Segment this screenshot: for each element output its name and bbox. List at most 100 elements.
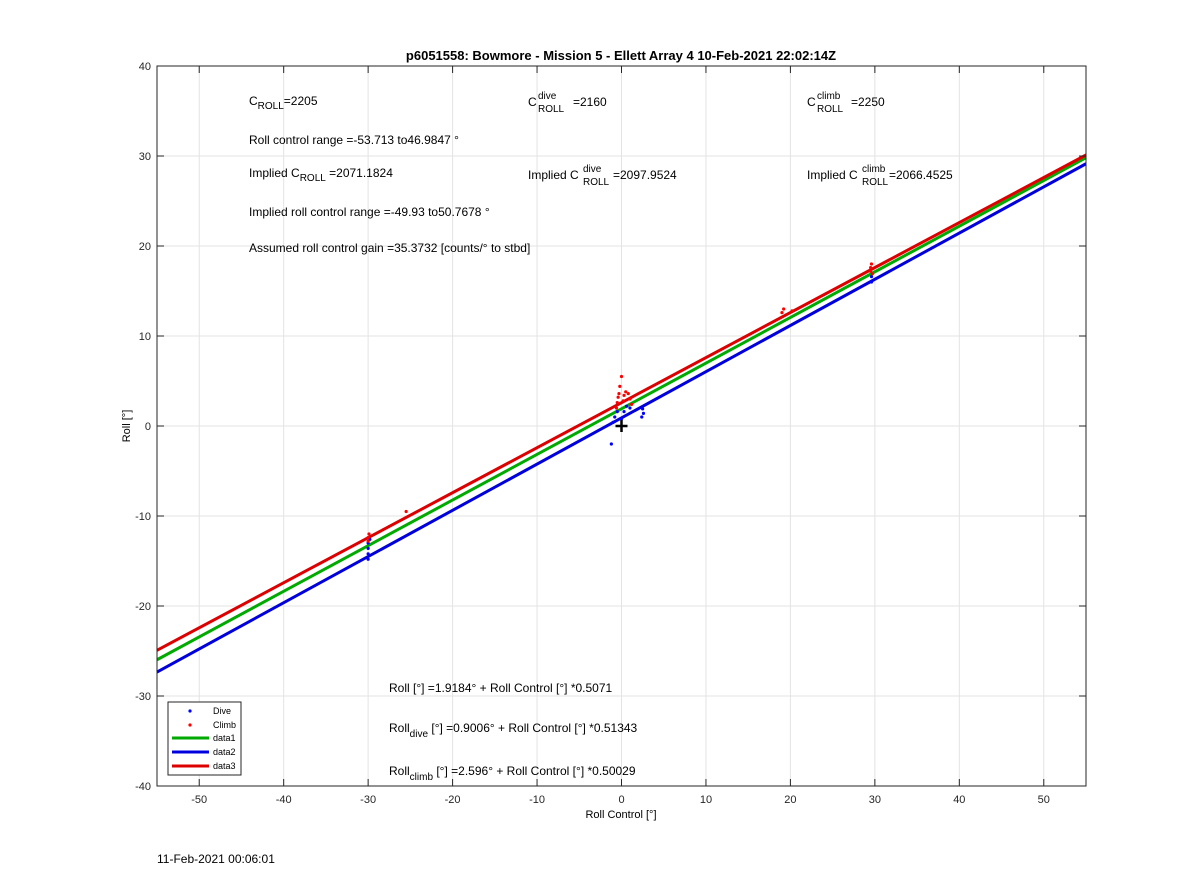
- data-point-climb: [621, 399, 625, 403]
- origin-marker: [615, 420, 628, 432]
- x-tick-label: 20: [784, 794, 796, 806]
- data-point-climb: [619, 374, 624, 379]
- y-tick-label: 20: [139, 241, 151, 253]
- data-point-dive: [641, 411, 646, 415]
- data-point-dive: [619, 417, 624, 421]
- annotation-croll-climb-sub: ROLL: [817, 104, 844, 115]
- data-point-climb: [780, 311, 784, 315]
- y-tick-label: -10: [135, 511, 151, 523]
- legend-label-data1: data1: [213, 733, 236, 743]
- legend-label-climb: Climb: [213, 720, 236, 730]
- data-point-dive: [628, 406, 632, 410]
- annotation-croll-climb-value: =2250: [851, 95, 885, 109]
- x-tick-label: -50: [191, 794, 207, 806]
- annotation-fit-dive: Rolldive [°] =0.9006° + Roll Control [°]…: [389, 721, 638, 740]
- data-point-dive: [615, 410, 619, 414]
- annotation-implied-croll-dive-sup: dive: [583, 164, 602, 175]
- annotation-croll-climb: C: [807, 95, 816, 109]
- annotation-implied-croll-dive-value: =2097.9524: [613, 168, 677, 182]
- x-tick-label: -30: [360, 794, 376, 806]
- data-point-climb: [869, 266, 873, 270]
- x-tick-label: 50: [1038, 794, 1050, 806]
- data-point-climb: [366, 539, 370, 543]
- footer-timestamp: 11-Feb-2021 00:06:01: [157, 852, 275, 866]
- y-tick-label: -30: [135, 691, 151, 703]
- data-point-climb: [366, 536, 370, 540]
- x-tick-label: 10: [700, 794, 712, 806]
- x-tick-label: 40: [953, 794, 965, 806]
- data-point-dive: [613, 415, 617, 419]
- y-tick-label: 0: [145, 421, 151, 433]
- annotation-fit-all: Roll [°] =1.9184° + Roll Control [°] *0.…: [389, 681, 613, 695]
- data-point-climb: [869, 262, 874, 266]
- data-point-climb: [626, 392, 630, 396]
- annotation-implied-croll-climb-sup: climb: [862, 164, 886, 175]
- data-point-dive: [624, 404, 629, 408]
- data-point-climb: [618, 384, 622, 388]
- x-tick-label: -20: [445, 794, 461, 806]
- data-point-climb: [615, 401, 619, 405]
- data-point-climb: [616, 395, 620, 399]
- data-point-dive: [641, 407, 645, 411]
- annotation-croll-dive-value: =2160: [573, 95, 607, 109]
- y-tick-label: 30: [139, 151, 151, 163]
- annotation-implied-croll-dive-sub: ROLL: [583, 177, 610, 188]
- annotation-implied-croll: Implied CROLL =2071.1824: [249, 166, 393, 184]
- legend-marker-climb: [188, 723, 192, 727]
- data-point-climb: [404, 509, 408, 514]
- data-points: [366, 262, 874, 561]
- data-point-climb: [622, 393, 626, 397]
- annotation-croll-dive-sub: ROLL: [538, 104, 565, 115]
- annotation-croll: CROLL=2205: [249, 94, 318, 112]
- data-point-climb: [614, 406, 619, 410]
- x-tick-label: 30: [869, 794, 881, 806]
- data-point-climb: [870, 272, 874, 276]
- y-tick-label: -40: [135, 781, 151, 793]
- annotation-implied-range: Implied roll control range =-49.93 to50.…: [249, 205, 490, 219]
- annotation-implied-croll-dive: Implied C: [528, 168, 579, 182]
- data-point-dive: [366, 557, 370, 561]
- x-tick-label: -10: [529, 794, 545, 806]
- data-point-dive: [869, 280, 874, 284]
- annotation-croll-dive: C: [528, 95, 537, 109]
- annotation-fit-climb: Rollclimb [°] =2.596° + Roll Control [°]…: [389, 764, 636, 783]
- data-point-climb: [367, 532, 371, 536]
- data-point-dive: [611, 420, 615, 424]
- y-axis-label: Roll [°]: [121, 410, 133, 443]
- legend-label-data2: data2: [213, 747, 236, 757]
- annotation-croll-dive-sup: dive: [538, 91, 557, 102]
- data-point-climb: [782, 307, 786, 311]
- data-point-climb: [790, 309, 794, 313]
- annotation-croll-climb-sup: climb: [817, 91, 841, 102]
- data-point-climb: [624, 390, 628, 394]
- legend: Dive Climb data1 data2 data3: [167, 701, 242, 776]
- x-axis-label: Roll Control [°]: [585, 809, 656, 821]
- axis-ticks: -50 -40 -30 -20 -10 0 10 20 30 40 50 -40 -30 -20 -10 0 1…: [135, 61, 1086, 806]
- legend-items: Dive Climb data1 data2 data3: [172, 706, 236, 771]
- fit-line-data3: [156, 153, 1087, 652]
- annotations: CROLL=2205 C dive ROLL =2160 C climb ROL…: [249, 91, 953, 783]
- data-point-dive: [366, 546, 370, 551]
- data-point-dive: [640, 415, 644, 419]
- data-point-dive: [609, 442, 613, 446]
- annotation-roll-control-range: Roll control range =-53.713 to46.9847 °: [249, 133, 459, 147]
- x-tick-label: -40: [276, 794, 292, 806]
- data-point-dive: [622, 410, 626, 414]
- data-point-climb: [869, 269, 873, 273]
- data-point-dive: [869, 275, 874, 279]
- chart-title: p6051558: Bowmore - Mission 5 - Ellett A…: [406, 48, 836, 63]
- data-point-climb: [617, 392, 621, 396]
- legend-label-dive: Dive: [213, 706, 231, 716]
- annotation-implied-croll-climb-sub: ROLL: [862, 177, 889, 188]
- annotation-implied-croll-climb-value: =2066.4525: [889, 168, 953, 182]
- data-point-climb: [630, 402, 634, 406]
- x-tick-label: 0: [618, 794, 624, 806]
- data-point-dive: [366, 552, 370, 556]
- annotation-implied-croll-climb: Implied C: [807, 168, 858, 182]
- annotation-gain: Assumed roll control gain =35.3732 [coun…: [249, 241, 530, 255]
- y-tick-label: -20: [135, 601, 151, 613]
- y-tick-label: 10: [139, 331, 151, 343]
- data-point-climb: [628, 397, 632, 401]
- legend-marker-dive: [188, 709, 192, 713]
